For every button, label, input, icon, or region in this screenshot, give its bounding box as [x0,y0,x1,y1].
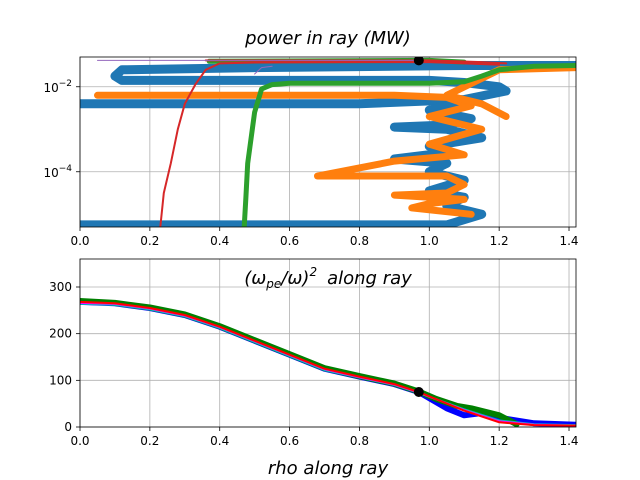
density-title-omega: ω [251,268,266,289]
power-x-tick-2: 0.4 [210,234,229,248]
power-series-purple-9 [254,65,273,75]
density-series-2 [80,302,576,427]
density-marker [413,387,424,397]
density-title-slash: /ω) [279,268,309,289]
density-title-rest: along ray [327,268,412,289]
power-x-tick-3: 0.6 [280,234,299,248]
density-x-ticks: 0.0 0.2 0.4 0.6 0.8 1.0 1.2 1.4 [70,427,579,448]
density-title-sup: 2 [309,265,317,279]
power-x-tick-1: 0.2 [140,234,159,248]
density-y-ticks: 0 100 200 300 [49,280,80,434]
power-series-orange-2 [94,91,486,218]
density-x-tick-4: 0.8 [350,434,369,448]
density-panel: (ωpe/ω)2 along ray 0.0 0.2 0.4 0.6 0.8 1.0 1.2 1… [49,258,579,479]
power-panel: power in ray (MW) 0.0 0.2 0.4 0.6 0.8 1.0 1.2 1… [43,28,578,248]
power-series [80,57,576,227]
density-y-tick-1: 100 [49,373,72,387]
density-series-0 [80,298,576,427]
power-x-tick-5: 1.0 [420,234,439,248]
density-title: (ωpe/ω)2 along ray [244,265,412,291]
power-y-ticks: 10−2 10−4 [43,79,80,180]
power-x-tick-6: 1.2 [490,234,509,248]
power-series-red-6 [159,61,501,227]
density-series-3 [80,301,576,427]
power-axes-frame [79,56,577,228]
power-x-tick-4: 0.8 [350,234,369,248]
density-x-tick-2: 0.4 [210,434,229,448]
density-x-tick-0: 0.0 [70,434,89,448]
density-y-tick-3: 300 [49,280,72,294]
density-series [80,298,576,427]
density-x-tick-1: 0.2 [140,434,159,448]
power-y-tick-1: 10−4 [43,164,72,180]
power-title: power in ray (MW) [244,28,411,49]
density-series-4 [80,300,576,427]
power-series-green-4 [241,63,576,227]
density-y-tick-0: 0 [64,420,72,434]
density-x-tick-5: 1.0 [420,434,439,448]
density-axes-frame [79,258,577,428]
density-title-sub: pe [265,277,281,291]
density-x-tick-3: 0.6 [280,434,299,448]
density-y-tick-2: 200 [49,327,72,341]
power-x-ticks: 0.0 0.2 0.4 0.6 0.8 1.0 1.2 1.4 [70,227,579,248]
density-x-tick-6: 1.2 [490,434,509,448]
power-y-tick-0: 10−2 [43,79,72,95]
power-x-tick-7: 1.4 [559,234,578,248]
density-x-tick-7: 1.4 [559,434,578,448]
power-marker [413,57,424,66]
power-x-tick-0: 0.0 [70,234,89,248]
density-xlabel: rho along ray [268,458,389,479]
